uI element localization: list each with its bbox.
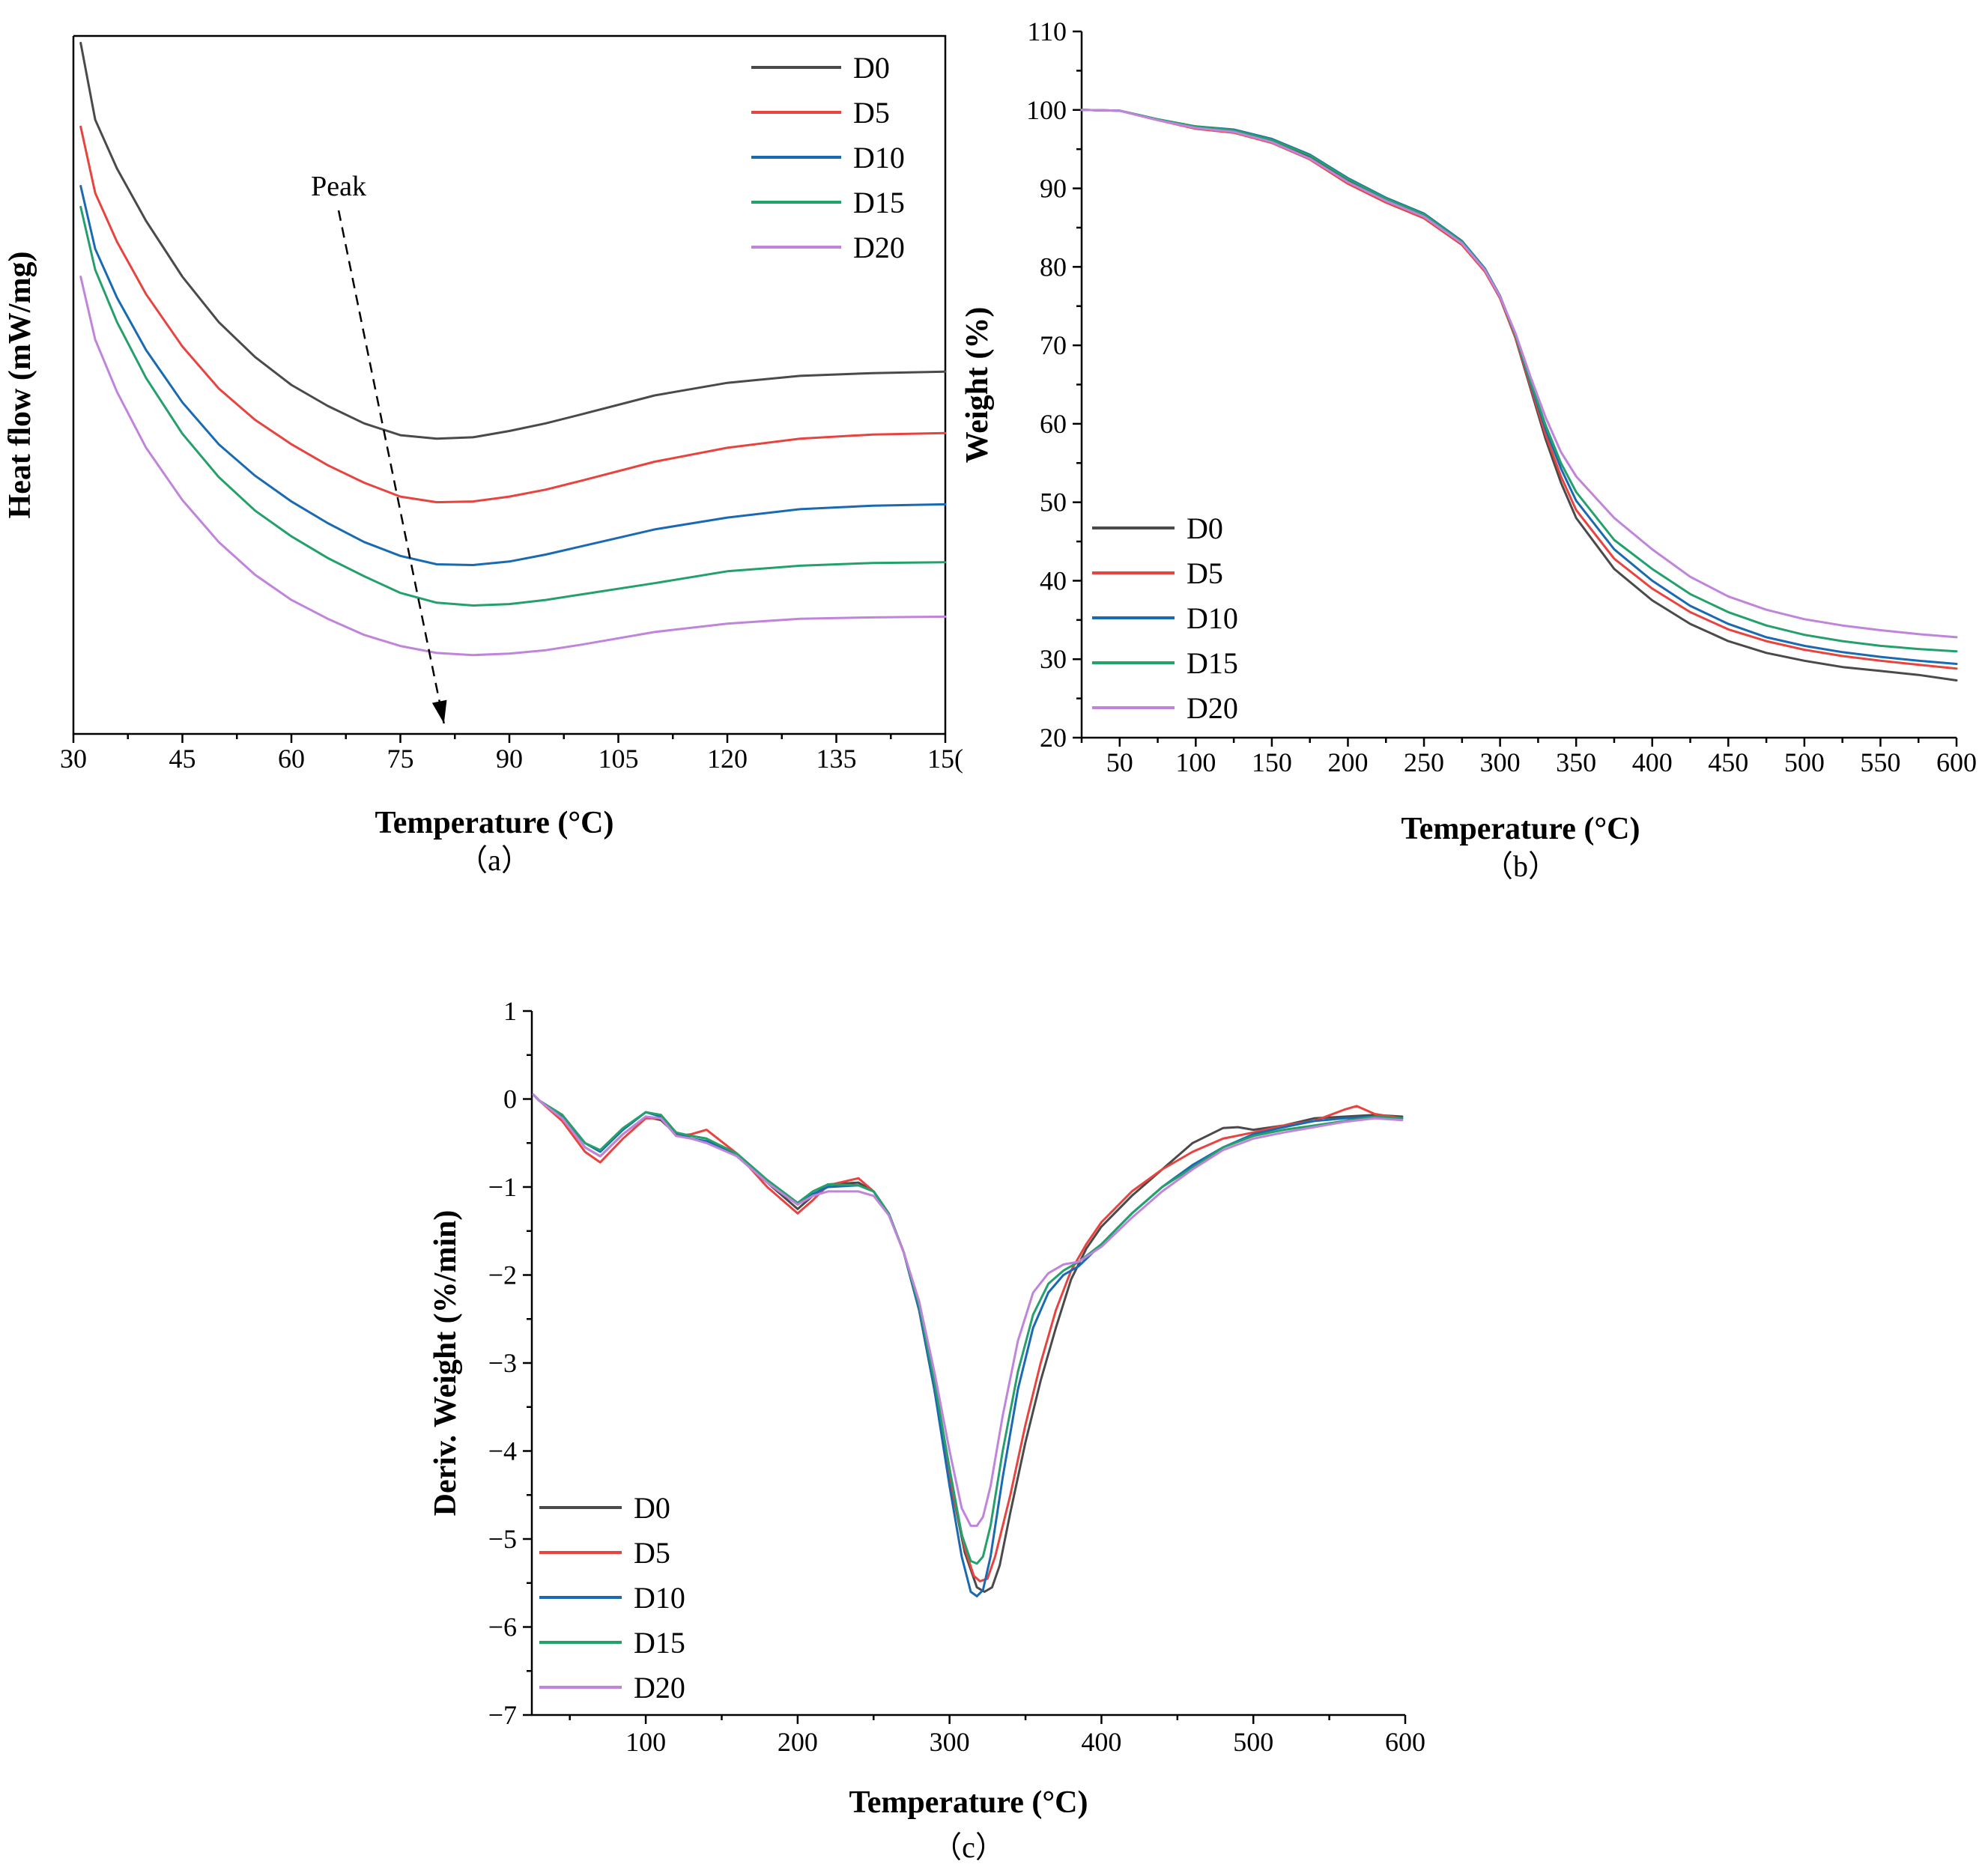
x-tick-label: 400 [1632,747,1673,777]
legend-label-d15: D15 [1187,646,1238,680]
chart-panel-a: 30 45 60 75 90 105 120 135 15( D0 D5 D10 D15 D20 Tempe… [3,34,963,877]
y-axis-title: Deriv. Weight (%/min) [428,1210,463,1517]
x-tick-label: 50 [1106,747,1133,777]
x-tick-label: 400 [1081,1727,1121,1757]
series-line-d0 [79,41,947,440]
legend-label-d0: D0 [853,51,890,85]
y-tick-label: 110 [1027,16,1067,46]
x-tick-label: 75 [387,744,414,774]
legend-label-d20: D20 [1187,691,1238,725]
x-tick-label: 300 [1480,747,1521,777]
x-axis-title: Temperature (°C) [1401,812,1640,846]
y-tick-label: 40 [1040,565,1067,595]
legend-label-d15: D15 [853,186,905,219]
series-line-d0 [1080,109,1958,682]
series-line-d20 [1080,109,1958,639]
x-axis-title: Temperature (°C) [849,1785,1088,1820]
y-tick-label: −7 [488,1700,517,1730]
x-tick-label: 100 [625,1727,666,1757]
x-tick-label: 300 [930,1727,970,1757]
legend-label-d0: D0 [634,1491,670,1525]
x-tick-label: 600 [1936,747,1977,777]
y-tick-label: −2 [488,1260,517,1290]
x-tick-label: 500 [1784,747,1825,777]
y-axis-title: Weight (%) [960,307,995,464]
legend-label-d10: D10 [634,1581,685,1615]
y-tick-label: 100 [1026,95,1067,125]
legend-label-d20: D20 [853,231,905,264]
x-tick-label: 550 [1860,747,1900,777]
legend-label-d15: D15 [634,1626,685,1660]
x-tick-label: 90 [496,744,523,774]
x-tick-label: 15( [927,744,963,774]
series-line-d5 [79,125,947,504]
x-tick-label: 120 [707,744,748,774]
legend-label-d10: D10 [853,141,905,174]
y-tick-label: 1 [503,996,517,1026]
y-tick-label: 90 [1040,174,1067,204]
legend-label-d5: D5 [853,96,890,130]
axis-frame [72,36,945,735]
x-tick-label: 450 [1708,747,1748,777]
x-axis-title: Temperature (°C) [375,806,614,840]
y-tick-label: 80 [1040,252,1067,282]
panel-label: （b） [1483,849,1558,883]
x-tick-label: 100 [1175,747,1216,777]
y-tick-label: −3 [488,1348,517,1378]
axis-frame-top-right [73,34,947,734]
x-tick-label: 150 [1252,747,1292,777]
series-line-d10 [79,184,947,566]
x-tick-label: 200 [778,1727,818,1757]
panel-label: （c） [932,1830,1005,1864]
x-tick-label: 350 [1556,747,1596,777]
legend-label-d0: D0 [1187,512,1223,545]
y-tick-label: 70 [1040,330,1067,360]
x-tick-label: 600 [1385,1727,1425,1757]
annotation-arrowhead [431,699,447,724]
x-tick-label: 200 [1327,747,1368,777]
y-tick-label: 50 [1040,488,1067,517]
series-line-d20 [79,276,947,657]
legend-label-d5: D5 [1187,556,1223,590]
y-tick-label: 30 [1040,644,1067,674]
chart-panel-b: 50 100 150 200 250 300 350 400 450 500 550 600 20 30 4… [960,16,1977,883]
y-axis-title: Heat flow (mW/mg) [3,252,37,519]
chart-panel-c: 100 200 300 400 500 600 −7 −6 −5 −4 −3 −2 −1 0 1 D0 D5 D1… [428,996,1425,1864]
y-tick-label: −1 [488,1172,517,1202]
y-tick-label: 60 [1040,409,1067,439]
y-tick-label: 0 [503,1084,517,1114]
series-line-d20 [532,1093,1404,1527]
x-tick-label: 250 [1404,747,1444,777]
x-tick-label: 30 [60,744,87,774]
x-tick-label: 45 [169,744,196,774]
legend-label-d20: D20 [634,1671,685,1705]
legend-label-d5: D5 [634,1536,670,1570]
y-tick-label: −5 [488,1524,517,1554]
x-tick-label: 105 [598,744,639,774]
annotation-peak-arrow [337,210,445,724]
annotation-peak-label: Peak [311,171,366,202]
x-tick-label: 60 [278,744,305,774]
y-tick-label: −4 [488,1436,517,1466]
y-tick-label: 20 [1040,723,1067,753]
legend-label-d10: D10 [1187,601,1238,635]
series-line-d15 [79,205,947,607]
x-tick-label: 135 [816,744,857,774]
x-tick-label: 500 [1233,1727,1273,1757]
panel-label: （a） [458,843,531,877]
series-line-d15 [532,1093,1404,1565]
y-tick-label: −6 [488,1612,517,1642]
